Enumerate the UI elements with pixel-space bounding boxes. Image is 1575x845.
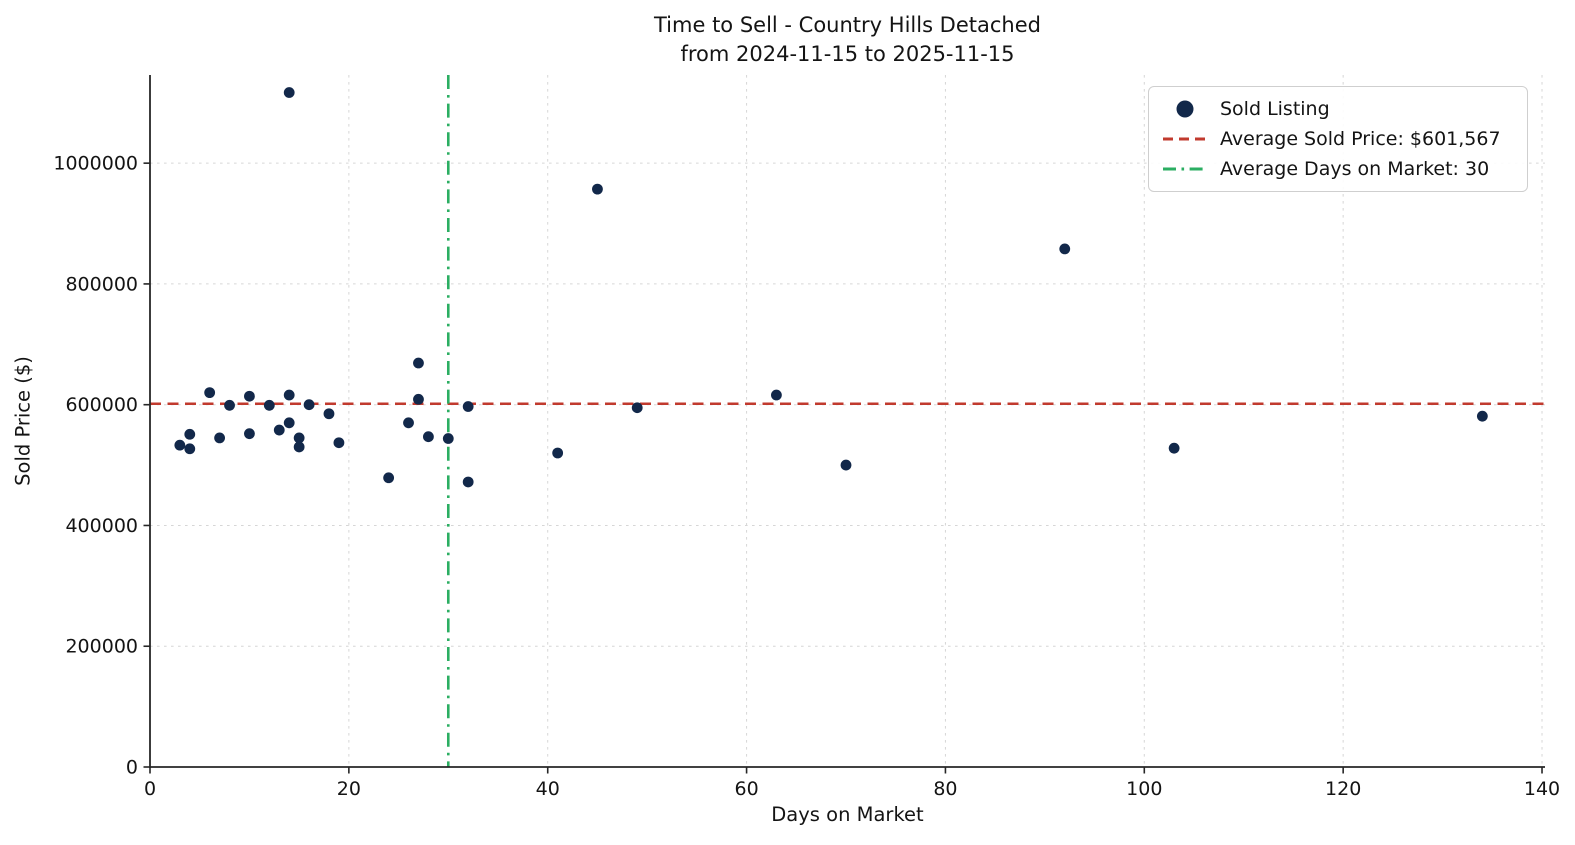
x-axis-label: Days on Market — [771, 803, 924, 826]
scatter-point — [462, 401, 474, 412]
y-axis-label: Sold Price ($) — [11, 356, 35, 486]
dashdot-line-icon — [1159, 158, 1211, 180]
y-tick-label: 800000 — [65, 273, 138, 295]
x-tick-label: 60 — [734, 778, 758, 800]
chart-title: Time to Sell - Country Hills Detached fr… — [150, 11, 1545, 69]
y-tick-label: 200000 — [65, 636, 138, 658]
scatter-point — [631, 402, 643, 414]
y-tick-label: 0 — [126, 757, 138, 779]
legend-item-average-price: Average Sold Price: $601,567 — [1159, 124, 1515, 154]
scatter-point — [283, 417, 295, 429]
scatter-point — [293, 441, 305, 453]
y-tick-label: 400000 — [65, 515, 138, 537]
scatter-point — [1059, 243, 1071, 255]
scatter-point — [263, 399, 275, 411]
scatter-point — [592, 183, 603, 195]
scatter-point — [293, 432, 305, 444]
scatter-point — [442, 433, 454, 444]
scatter-point — [283, 87, 295, 98]
scatter-point — [244, 390, 255, 402]
legend-label-average-days: Average Days on Market: 30 — [1220, 158, 1490, 180]
scatter-point — [244, 428, 255, 440]
scatter-point — [273, 424, 285, 436]
scatter-point — [174, 439, 186, 451]
sold-listing-marker-icon — [1159, 98, 1211, 120]
scatter-point — [333, 437, 345, 449]
scatter-point — [383, 472, 395, 484]
scatter-point — [184, 443, 196, 455]
x-tick-label: 20 — [337, 778, 361, 800]
scatter-point — [283, 389, 295, 401]
scatter-point — [840, 459, 852, 471]
scatter-point — [204, 387, 216, 399]
scatter-point — [413, 357, 424, 369]
legend-label-average-price: Average Sold Price: $601,567 — [1220, 128, 1501, 150]
y-tick-label: 600000 — [65, 394, 138, 416]
legend: Sold Listing Average Sold Price: $601,56… — [1148, 86, 1528, 192]
scatter-point — [224, 399, 235, 411]
x-tick-label: 100 — [1126, 778, 1162, 800]
chart-title-line1: Time to Sell - Country Hills Detached — [654, 13, 1041, 37]
chart-title-line2: from 2024-11-15 to 2025-11-15 — [680, 42, 1015, 66]
scatter-point — [323, 408, 335, 420]
legend-label-sold-listing: Sold Listing — [1220, 98, 1330, 120]
dashed-line-icon — [1159, 128, 1211, 150]
scatter-point — [771, 389, 782, 401]
scatter-point — [403, 417, 414, 429]
x-tick-label: 40 — [536, 778, 560, 800]
legend-item-average-days: Average Days on Market: 30 — [1159, 154, 1515, 184]
x-tick-label: 120 — [1325, 778, 1361, 800]
scatter-point — [184, 428, 196, 440]
scatter-point — [214, 432, 226, 444]
scatter-point — [1476, 410, 1488, 422]
x-tick-label: 0 — [144, 778, 156, 800]
scatter-point — [462, 476, 474, 488]
legend-item-sold-listing: Sold Listing — [1159, 94, 1515, 124]
scatter-point — [413, 393, 424, 405]
scatter-point — [1168, 442, 1180, 454]
scatter-point — [423, 431, 434, 443]
y-tick-label: 1000000 — [53, 153, 138, 175]
scatter-point — [552, 447, 564, 459]
x-tick-label: 80 — [933, 778, 957, 800]
scatter-point — [303, 399, 315, 411]
x-tick-label: 140 — [1524, 778, 1560, 800]
